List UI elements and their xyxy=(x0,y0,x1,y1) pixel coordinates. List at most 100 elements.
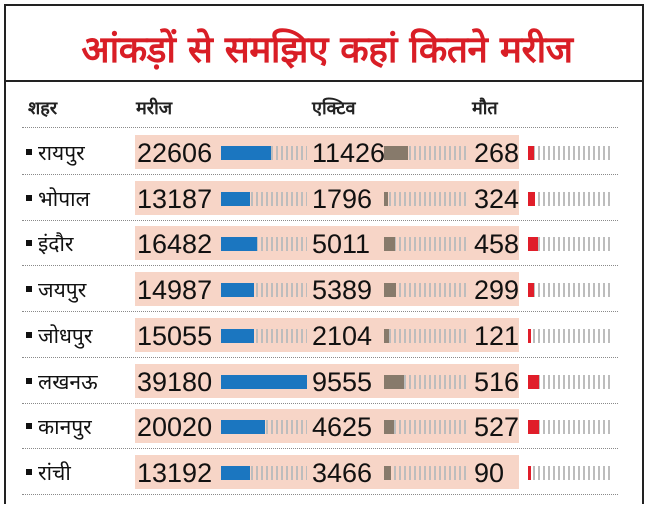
row-separator xyxy=(22,403,618,404)
city-label: भोपाल xyxy=(38,187,90,211)
active-value: 4625 xyxy=(312,412,373,442)
bullet-icon xyxy=(26,286,32,292)
patients-bar-track xyxy=(221,329,307,343)
table-row: कानपुर 20020 4625 527 xyxy=(0,409,654,443)
row-separator xyxy=(22,357,618,358)
patients-bar xyxy=(221,375,307,389)
patients-bar xyxy=(221,192,250,206)
row-separator xyxy=(22,448,618,449)
patients-value: 20020 xyxy=(137,412,213,442)
active-bar-track xyxy=(384,237,468,251)
deaths-bar-track xyxy=(528,466,612,480)
deaths-value: 324 xyxy=(474,184,520,214)
patients-value: 13187 xyxy=(137,184,213,214)
active-bar xyxy=(384,420,394,434)
patients-bar-track xyxy=(221,237,307,251)
active-value: 9555 xyxy=(312,367,373,397)
deaths-value: 90 xyxy=(474,458,505,488)
table-row: जयपुर 14987 5389 299 xyxy=(0,272,654,306)
deaths-bar xyxy=(528,146,534,160)
active-bar xyxy=(384,375,404,389)
header-deaths: मौत xyxy=(472,98,498,119)
patients-bar xyxy=(221,329,254,343)
patients-bar xyxy=(221,466,250,480)
header-active: एक्टिव xyxy=(312,98,356,119)
row-separator xyxy=(22,311,618,312)
patients-value: 14987 xyxy=(137,275,213,305)
row-separator xyxy=(22,220,618,221)
deaths-bar xyxy=(528,329,531,343)
patients-value: 15055 xyxy=(137,321,213,351)
table-row: रायपुर 22606 11426 268 xyxy=(0,135,654,169)
active-value: 5011 xyxy=(312,229,371,259)
deaths-bar xyxy=(528,283,534,297)
header-patients: मरीज xyxy=(136,98,173,119)
patients-bar-track xyxy=(221,375,307,389)
patients-bar-track xyxy=(221,420,307,434)
patients-bar-track xyxy=(221,283,307,297)
title-divider xyxy=(6,80,642,82)
deaths-bar xyxy=(528,375,539,389)
bullet-icon xyxy=(26,240,32,246)
deaths-value: 516 xyxy=(474,367,520,397)
bullet-icon xyxy=(26,332,32,338)
city-label: जयपुर xyxy=(38,278,87,302)
infographic-frame xyxy=(4,4,644,504)
bullet-icon xyxy=(26,378,32,384)
active-value: 3466 xyxy=(312,458,373,488)
active-bar xyxy=(384,329,389,343)
active-value: 11426 xyxy=(312,138,386,168)
active-bar xyxy=(384,192,388,206)
city-name: जयपुर xyxy=(26,276,86,304)
city-label: इंदौर xyxy=(38,232,74,256)
city-label: कानपुर xyxy=(38,415,92,439)
city-name: कानपुर xyxy=(26,413,92,441)
deaths-bar xyxy=(528,466,531,480)
city-name: इंदौर xyxy=(26,230,74,258)
patients-value: 16482 xyxy=(137,229,213,259)
row-separator xyxy=(22,265,618,266)
city-name: रायपुर xyxy=(26,139,85,167)
deaths-bar xyxy=(528,420,539,434)
row-separator xyxy=(22,174,618,175)
patients-bar xyxy=(221,420,265,434)
active-bar xyxy=(384,466,391,480)
deaths-value: 121 xyxy=(474,321,520,351)
active-bar xyxy=(384,237,395,251)
table-row: जोधपुर 15055 2104 121 xyxy=(0,318,654,352)
active-bar-track xyxy=(384,375,468,389)
city-name: लखनऊ xyxy=(26,368,98,396)
city-label: जोधपुर xyxy=(38,324,93,348)
active-bar-track xyxy=(384,329,468,343)
bullet-icon xyxy=(26,423,32,429)
chart-title: आंकड़ों से समझिए कहां कितने मरीज xyxy=(81,28,573,71)
active-value: 2104 xyxy=(312,321,373,351)
city-label: रायपुर xyxy=(38,141,85,165)
deaths-bar-track xyxy=(528,192,612,206)
active-bar-track xyxy=(384,146,468,160)
row-separator xyxy=(22,127,618,128)
patients-bar xyxy=(221,283,254,297)
city-label: रांची xyxy=(38,461,71,485)
patients-value: 13192 xyxy=(137,458,213,488)
patients-bar-track xyxy=(221,146,307,160)
deaths-bar-track xyxy=(528,283,612,297)
active-value: 1796 xyxy=(312,184,373,214)
patients-bar-track xyxy=(221,466,307,480)
deaths-value: 268 xyxy=(474,138,520,168)
deaths-value: 527 xyxy=(474,412,520,442)
city-label: लखनऊ xyxy=(38,370,98,394)
active-bar-track xyxy=(384,466,468,480)
patients-bar xyxy=(221,146,271,160)
bullet-icon xyxy=(26,149,32,155)
patients-bar-track xyxy=(221,192,307,206)
row-separator xyxy=(22,494,618,495)
city-name: जोधपुर xyxy=(26,322,92,350)
deaths-value: 458 xyxy=(474,229,520,259)
bullet-icon xyxy=(26,195,32,201)
table-row: भोपाल 13187 1796 324 xyxy=(0,181,654,215)
active-bar xyxy=(384,283,396,297)
deaths-bar-track xyxy=(528,237,612,251)
header-city: शहर xyxy=(28,98,58,119)
city-name: रांची xyxy=(26,459,71,487)
